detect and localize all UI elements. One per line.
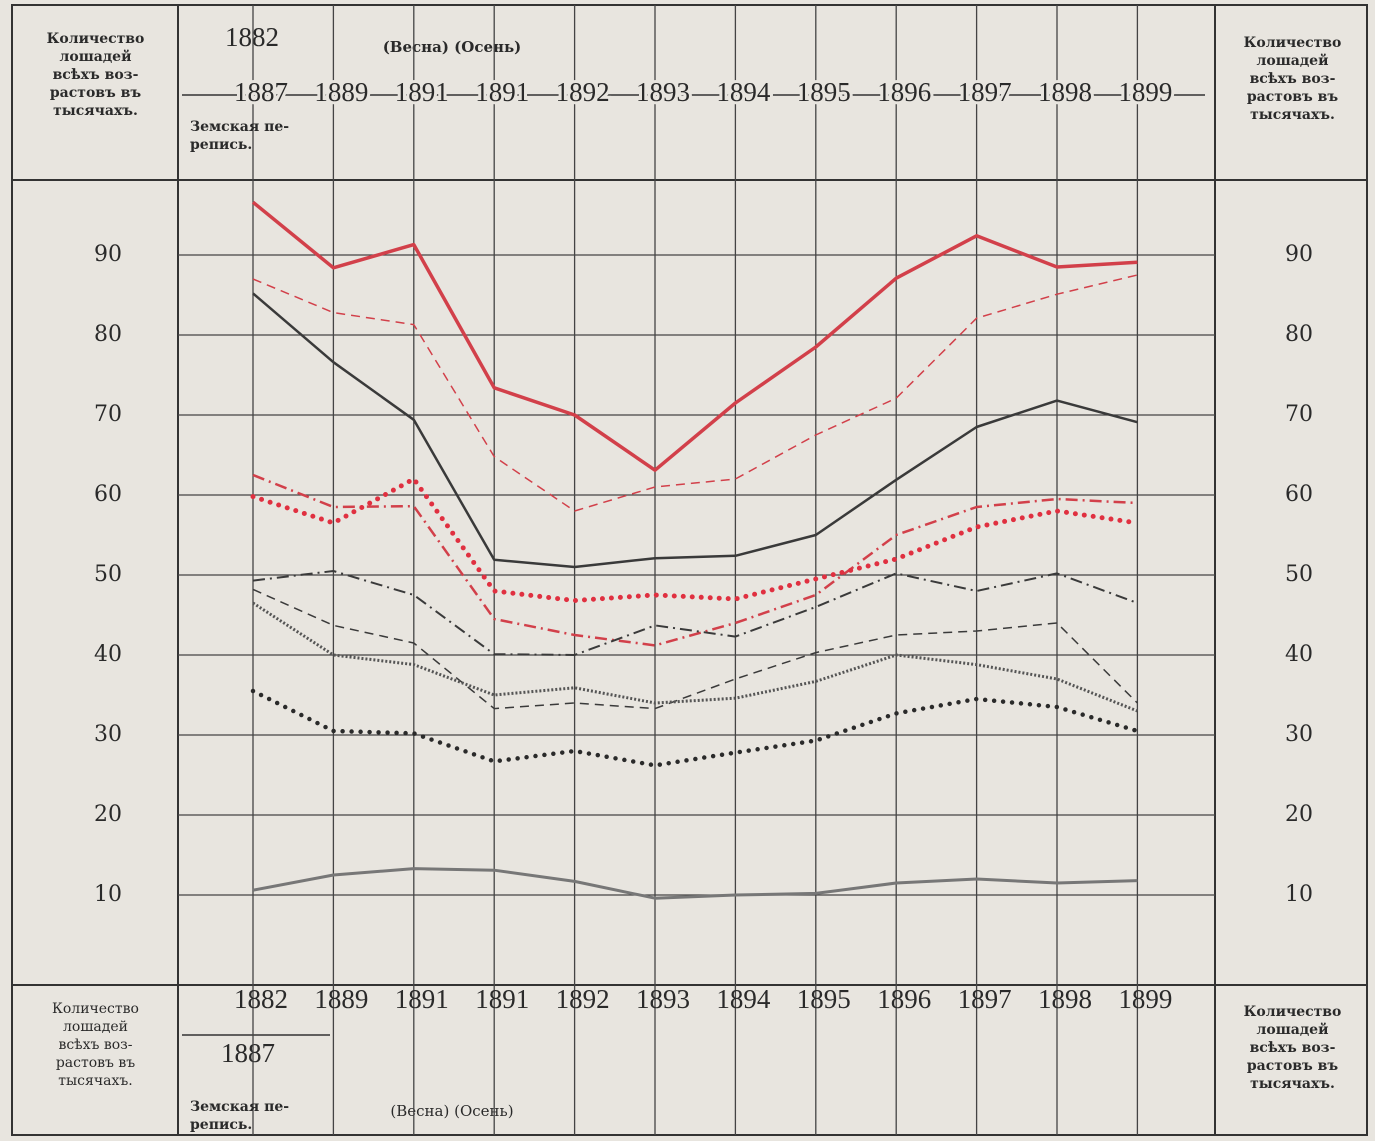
x-tick-label: 1896	[877, 77, 931, 107]
y-tick-label: 30	[94, 722, 122, 747]
series-line	[252, 588, 1138, 710]
series-line	[252, 867, 1138, 900]
y-tick-label: 40	[94, 642, 122, 667]
y-tick-label: 70	[1285, 402, 1313, 427]
x-tick-label: 1898	[1038, 77, 1092, 107]
census-note: Земская пе- репись.	[190, 119, 290, 153]
x-tick-label: 1899	[1118, 77, 1172, 107]
y-tick-label: 20	[1285, 802, 1313, 827]
y-tick-label: 90	[1285, 242, 1313, 267]
series-line	[252, 473, 1138, 647]
census-note: Земская пе- репись.	[190, 1099, 290, 1133]
frame	[11, 4, 1368, 1136]
x-tick-label: 1893	[636, 77, 690, 107]
x-tick-label: 1891	[395, 77, 449, 107]
season-note: (Весна) (Осень)	[390, 1102, 513, 1120]
x-tick-label: 1894	[716, 77, 771, 107]
series-line	[252, 570, 1138, 656]
y-axis-label: Количество лошадей всѣхъ воз- растовъ въ…	[1243, 1004, 1342, 1092]
x-tick-label: 1887	[234, 77, 288, 107]
x-tick-label: 1891	[395, 984, 449, 1014]
y-tick-label: 50	[1285, 562, 1313, 587]
y-tick-label: 60	[94, 482, 122, 507]
y-tick-label: 80	[94, 322, 122, 347]
x-tick-label: 1895	[797, 984, 851, 1014]
x-tick-label: 1889	[314, 77, 368, 107]
y-axis-label: Количество лошадей всѣхъ воз- растовъ въ…	[46, 31, 145, 119]
season-note: (Весна) (Осень)	[383, 38, 522, 56]
x-tick-label: 1894	[716, 984, 771, 1014]
y-tick-label: 60	[1285, 482, 1313, 507]
x-tick-label: 1896	[877, 984, 931, 1014]
first-year: 1887	[221, 1038, 275, 1068]
x-tick-label: 1893	[636, 984, 690, 1014]
series-line	[252, 601, 1138, 713]
series-line	[251, 200, 1138, 472]
x-tick-label: 1897	[958, 77, 1012, 107]
series-line	[250, 688, 1140, 768]
y-tick-label: 10	[1285, 882, 1313, 907]
y-tick-label: 80	[1285, 322, 1313, 347]
y-tick-label: 90	[94, 242, 122, 267]
series-line	[252, 292, 1138, 569]
y-tick-label: 50	[94, 562, 122, 587]
y-tick-label: 20	[94, 802, 122, 827]
x-tick-label: 1882	[234, 984, 288, 1014]
x-tick-label: 1891	[475, 984, 529, 1014]
x-tick-label: 1892	[556, 984, 610, 1014]
x-tick-label: 1899	[1118, 984, 1172, 1014]
first-year: 1882	[225, 22, 279, 52]
series-line	[250, 476, 1140, 604]
y-tick-label: 30	[1285, 722, 1313, 747]
x-tick-label: 1889	[314, 984, 368, 1014]
y-axis-label: Количество лошадей всѣхъ воз- растовъ въ…	[52, 1001, 139, 1089]
y-axis-label: Количество лошадей всѣхъ воз- растовъ въ…	[1243, 35, 1342, 123]
x-tick-label: 1891	[475, 77, 529, 107]
series-line	[252, 274, 1138, 512]
y-tick-label: 40	[1285, 642, 1313, 667]
x-tick-label: 1892	[556, 77, 610, 107]
x-tick-label: 1898	[1038, 984, 1092, 1014]
x-tick-label: 1895	[797, 77, 851, 107]
y-tick-label: 10	[94, 882, 122, 907]
y-tick-label: 70	[94, 402, 122, 427]
x-tick-label: 1897	[958, 984, 1012, 1014]
